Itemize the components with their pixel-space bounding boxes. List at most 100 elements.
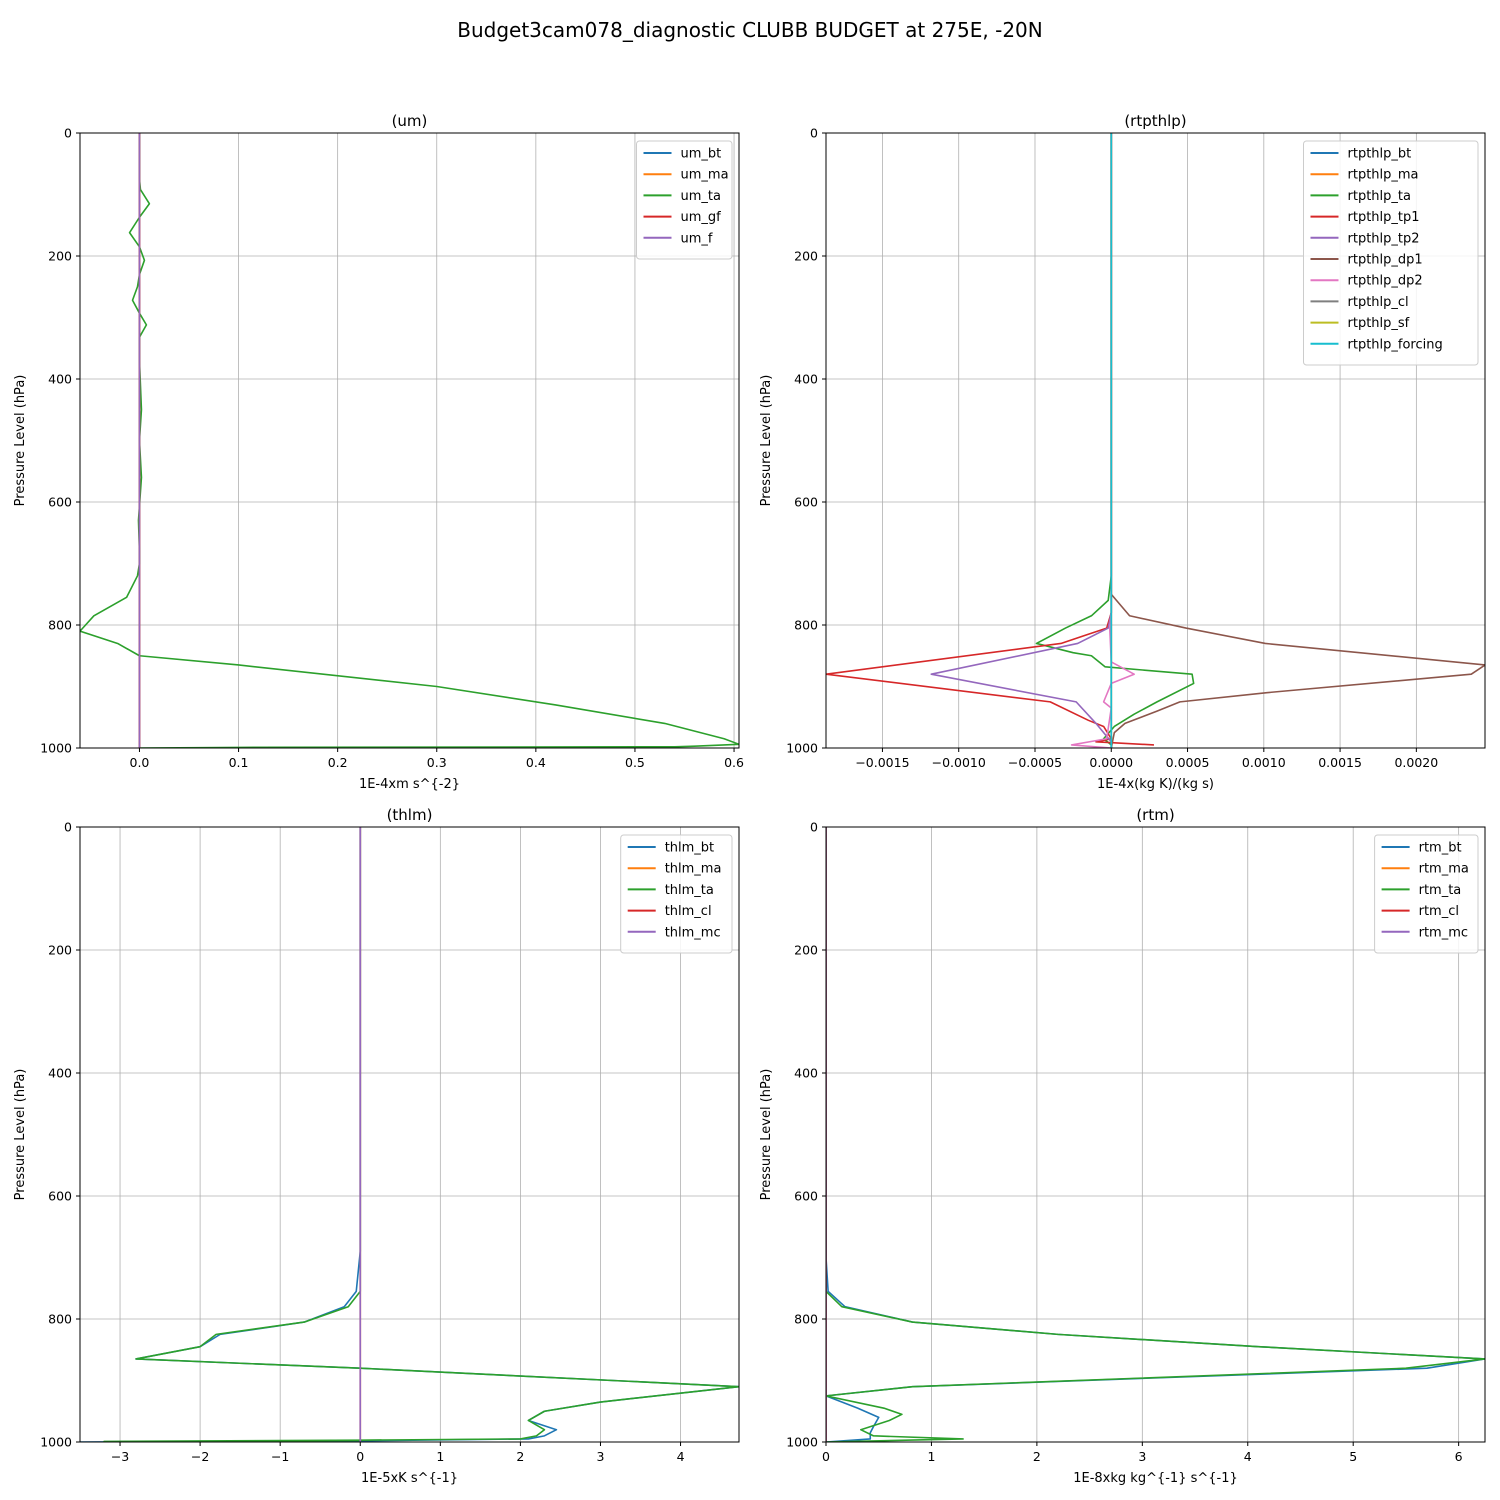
panel-3: 0 1 2 3 4 5 6 0 200 400 600 800 1000 (rtm) 1E-8xkg kg^… bbox=[759, 806, 1486, 1486]
series-line-rtpthlp_tp1 bbox=[826, 133, 1155, 746]
legend-label: um_gf bbox=[681, 210, 722, 225]
y-axis-label: Pressure Level (hPa) bbox=[759, 375, 774, 507]
x-tick-label: 0.2 bbox=[328, 755, 348, 770]
series-line-thlm_ta bbox=[103, 827, 739, 1442]
legend-label: rtm_ma bbox=[1419, 862, 1469, 877]
x-tick-label: 6 bbox=[1455, 1449, 1463, 1464]
legend-box bbox=[620, 834, 733, 954]
panel-title: (um) bbox=[392, 112, 428, 130]
legend-label: rtpthlp_dp2 bbox=[1348, 274, 1423, 289]
series-group bbox=[826, 827, 1485, 1442]
x-tick-label: 0.0 bbox=[130, 755, 150, 770]
x-tick-label: 0.0005 bbox=[1166, 755, 1210, 770]
y-axis-label: Pressure Level (hPa) bbox=[13, 1069, 28, 1201]
axes-frame bbox=[825, 132, 1486, 749]
y-tick-label: 1000 bbox=[40, 741, 72, 756]
x-tick-label: 3 bbox=[1138, 1449, 1146, 1464]
x-axis-label: 1E-5xK s^{-1} bbox=[361, 1471, 458, 1486]
panel-2: −3 −2 −1 0 1 2 3 4 0 200 400 600 800 1000 (thlm) 1E-5xK… bbox=[13, 806, 740, 1486]
legend-label: rtpthlp_cl bbox=[1348, 295, 1409, 310]
legend-label: rtpthlp_tp2 bbox=[1348, 231, 1420, 246]
y-tick-label: 200 bbox=[48, 249, 72, 264]
panel-1: −0.0015 −0.0010 −0.0005 0.0000 0.0005 0.0010 0… bbox=[759, 112, 1486, 792]
axes-frame bbox=[79, 826, 740, 1443]
y-tick-label: 800 bbox=[48, 618, 72, 633]
panel-title: (rtm) bbox=[1136, 806, 1174, 824]
legend-label: rtpthlp_bt bbox=[1348, 147, 1412, 162]
y-tick-label: 200 bbox=[48, 943, 72, 958]
legend: thlm_bt thlm_ma thlm_ta thlm_cl thlm_mc bbox=[620, 834, 733, 954]
y-tick-label: 0 bbox=[810, 820, 818, 835]
figure-suptitle: Budget3cam078_diagnostic CLUBB BUDGET at… bbox=[457, 18, 1042, 42]
legend-label: rtpthlp_dp1 bbox=[1348, 253, 1423, 268]
legend-label: rtm_cl bbox=[1419, 904, 1459, 919]
series-group bbox=[80, 827, 739, 1442]
x-tick-label: 5 bbox=[1349, 1449, 1357, 1464]
x-tick-label: −0.0015 bbox=[855, 755, 909, 770]
x-tick-label: 1 bbox=[436, 1449, 444, 1464]
y-tick-label: 800 bbox=[794, 618, 818, 633]
x-tick-label: 1 bbox=[927, 1449, 935, 1464]
panels: 0.0 0.1 0.2 0.3 0.4 0.5 0.602004006008001000(u… bbox=[13, 112, 1486, 1486]
x-tick-label: 0.5 bbox=[625, 755, 645, 770]
y-tick-label: 1000 bbox=[40, 1435, 72, 1450]
y-axis-label: Pressure Level (hPa) bbox=[13, 375, 28, 507]
y-tick-label: 800 bbox=[794, 1312, 818, 1327]
x-axis-label: 1E-4x(kg K)/(kg s) bbox=[1097, 777, 1214, 792]
x-tick-label: 3 bbox=[596, 1449, 604, 1464]
legend-label: um_ma bbox=[681, 168, 729, 183]
legend-box bbox=[1374, 834, 1479, 954]
x-tick-label: 0.0010 bbox=[1242, 755, 1286, 770]
y-tick-label: 400 bbox=[794, 1066, 818, 1081]
legend-label: rtm_bt bbox=[1419, 841, 1462, 856]
y-tick-label: 400 bbox=[48, 1066, 72, 1081]
legend-label: thlm_ma bbox=[665, 862, 722, 877]
x-tick-label: 0.1 bbox=[229, 755, 249, 770]
y-tick-label: 0 bbox=[64, 820, 72, 835]
legend-label: thlm_bt bbox=[665, 841, 714, 856]
axes-frame bbox=[79, 132, 740, 749]
y-tick-label: 800 bbox=[48, 1312, 72, 1327]
legend: um_bt um_ma um_ta um_gf um_f bbox=[636, 140, 733, 260]
legend-label: thlm_ta bbox=[665, 883, 714, 898]
x-tick-label: −0.0005 bbox=[1008, 755, 1062, 770]
legend-label: thlm_mc bbox=[665, 925, 721, 940]
x-tick-label: −1 bbox=[271, 1449, 289, 1464]
x-axis-label: 1E-4xm s^{-2} bbox=[359, 777, 460, 792]
series-group bbox=[826, 133, 1485, 748]
legend-label: um_ta bbox=[681, 189, 721, 204]
legend-label: um_bt bbox=[681, 147, 722, 162]
series-group bbox=[80, 133, 739, 748]
legend-label: thlm_cl bbox=[665, 904, 712, 919]
y-tick-label: 600 bbox=[794, 495, 818, 510]
x-tick-label: 0.0015 bbox=[1318, 755, 1362, 770]
x-tick-label: 0.4 bbox=[526, 755, 546, 770]
legend: rtpthlp_bt rtpthlp_ma rtpthlp_ta rtpthlp_tp… bbox=[1303, 140, 1479, 366]
x-tick-label: −2 bbox=[191, 1449, 209, 1464]
y-tick-label: 0 bbox=[810, 126, 818, 141]
y-tick-label: 200 bbox=[794, 249, 818, 264]
y-tick-label: 600 bbox=[794, 1189, 818, 1204]
series-line-rtm_ta bbox=[826, 827, 1485, 1442]
legend-label: rtpthlp_sf bbox=[1348, 316, 1410, 331]
x-tick-label: 0 bbox=[822, 1449, 830, 1464]
legend-label: rtpthlp_tp1 bbox=[1348, 210, 1420, 225]
y-tick-label: 600 bbox=[48, 495, 72, 510]
panel-0: 0.0 0.1 0.2 0.3 0.4 0.5 0.6 0 200 400 600 800 1000 (u… bbox=[13, 112, 744, 792]
x-tick-label: 0.6 bbox=[724, 755, 744, 770]
y-tick-label: 400 bbox=[794, 372, 818, 387]
x-tick-label: 2 bbox=[1033, 1449, 1041, 1464]
legend-label: rtm_mc bbox=[1419, 925, 1468, 940]
y-tick-label: 0 bbox=[64, 126, 72, 141]
panel-title: (rtpthlp) bbox=[1124, 112, 1186, 130]
legend-label: um_f bbox=[681, 231, 713, 246]
legend: rtm_bt rtm_ma rtm_ta rtm_cl rtm_mc bbox=[1374, 834, 1479, 954]
x-tick-label: 0.0000 bbox=[1089, 755, 1133, 770]
x-tick-label: 0.0020 bbox=[1394, 755, 1438, 770]
y-tick-label: 600 bbox=[48, 1189, 72, 1204]
y-tick-label: 1000 bbox=[786, 1435, 818, 1450]
legend-label: rtpthlp_forcing bbox=[1348, 337, 1443, 352]
y-tick-label: 400 bbox=[48, 372, 72, 387]
